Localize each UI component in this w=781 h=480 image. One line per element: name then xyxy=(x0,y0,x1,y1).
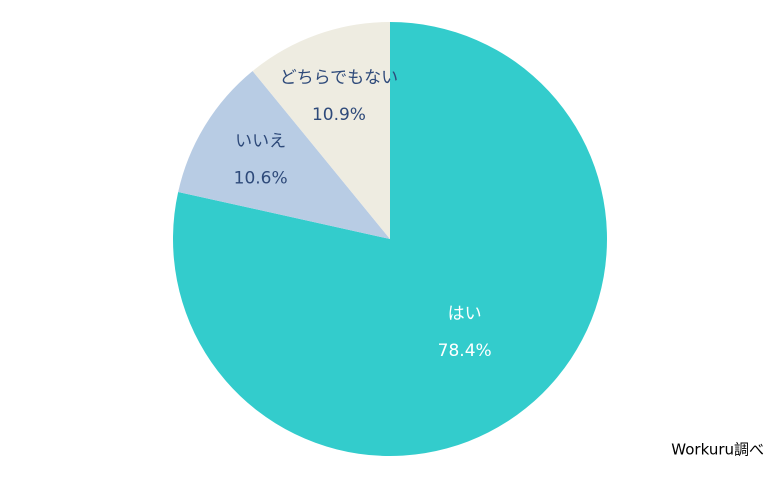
slice-label: どちらでもない xyxy=(280,68,399,88)
slice-label: いいえ xyxy=(235,131,286,151)
value-label: 78.4% xyxy=(438,341,492,361)
source-note: Workuru調べ xyxy=(671,441,764,459)
pie-slice xyxy=(252,22,390,239)
value-label: 10.9% xyxy=(312,105,366,125)
pie-slice xyxy=(178,71,390,239)
slice-label: はい xyxy=(448,304,482,324)
value-label: 10.6% xyxy=(234,168,288,188)
